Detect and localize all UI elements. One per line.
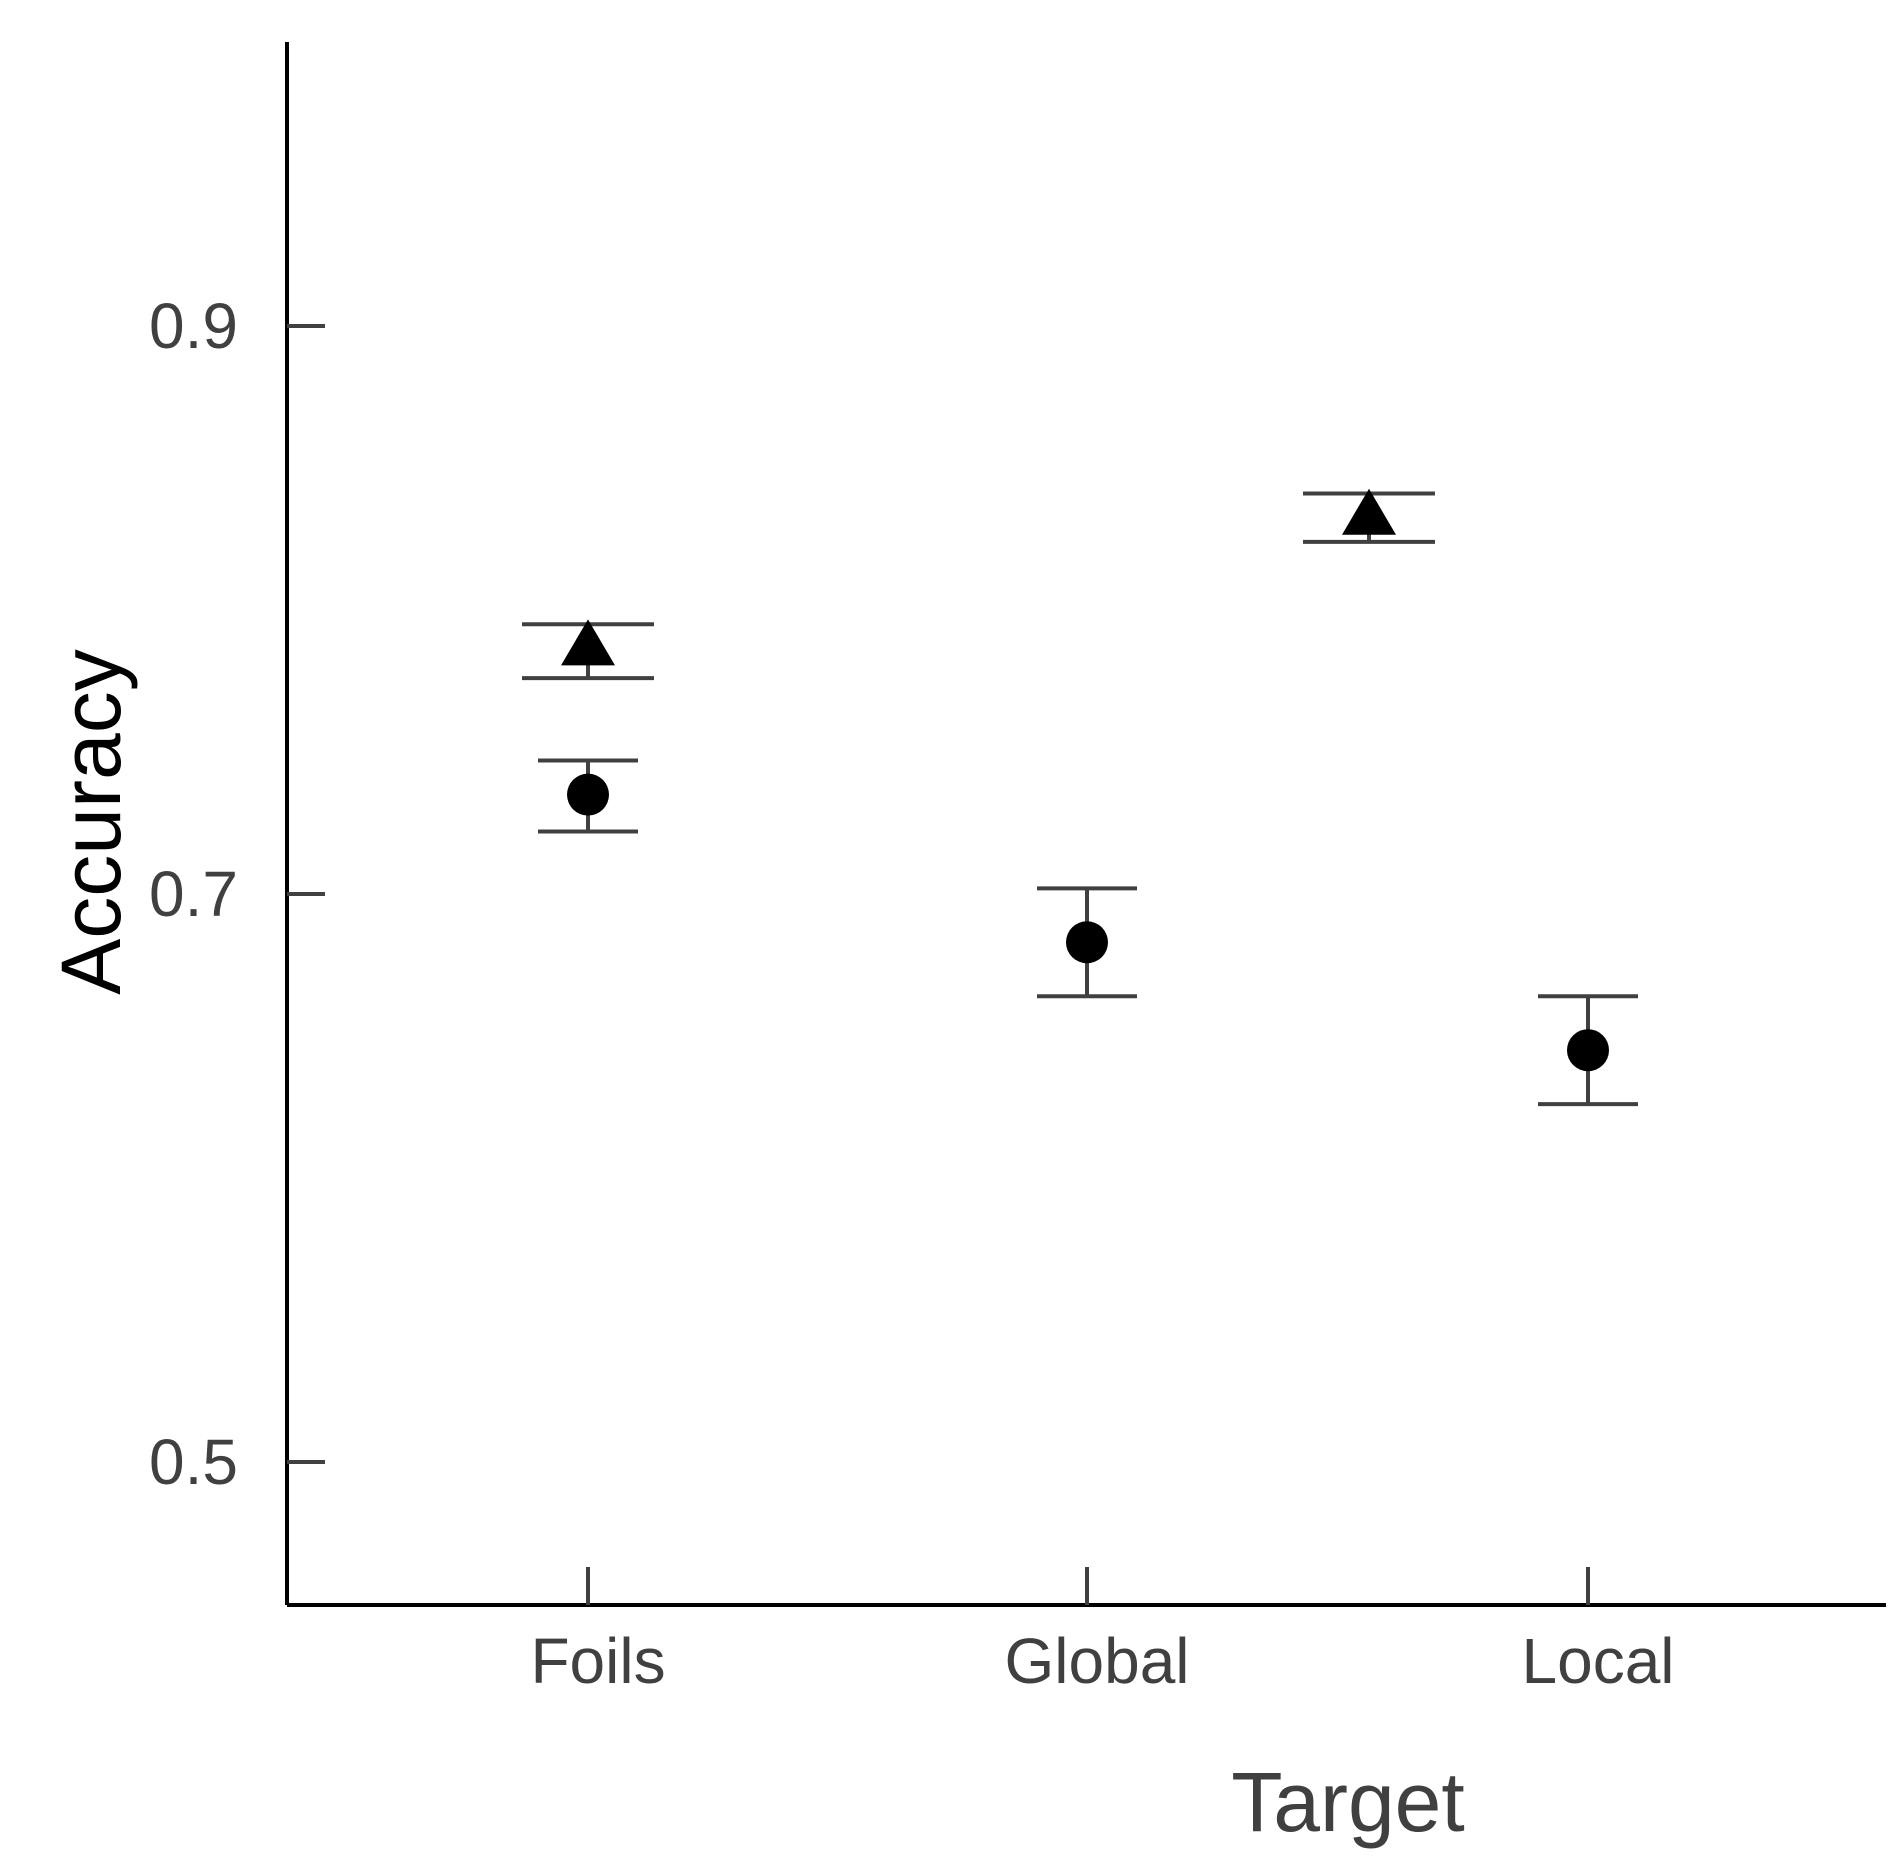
data-point-triangle [1342, 488, 1396, 535]
x-tick-label: Local [1522, 1625, 1675, 1697]
y-tick-label: 0.5 [149, 1426, 238, 1498]
x-tick-label: Foils [530, 1625, 665, 1697]
x-tick-label: Global [1005, 1625, 1190, 1697]
data-point-circle [567, 773, 609, 816]
data-point-circle [1567, 1029, 1609, 1072]
data-point-circle [1066, 921, 1108, 964]
y-tick-label: 0.9 [149, 290, 238, 362]
error-bars [522, 491, 1638, 1107]
axes [285, 42, 1886, 1607]
x-ticks: Foils Global Local [530, 1567, 1675, 1697]
data-point-triangle [561, 619, 615, 666]
data-markers [561, 488, 1609, 1072]
y-ticks: 0.5 0.7 0.9 [149, 290, 325, 1498]
y-tick-label: 0.7 [149, 858, 238, 930]
x-axis-title: Target [1231, 1755, 1464, 1849]
y-axis-title: Accuracy [44, 649, 138, 994]
